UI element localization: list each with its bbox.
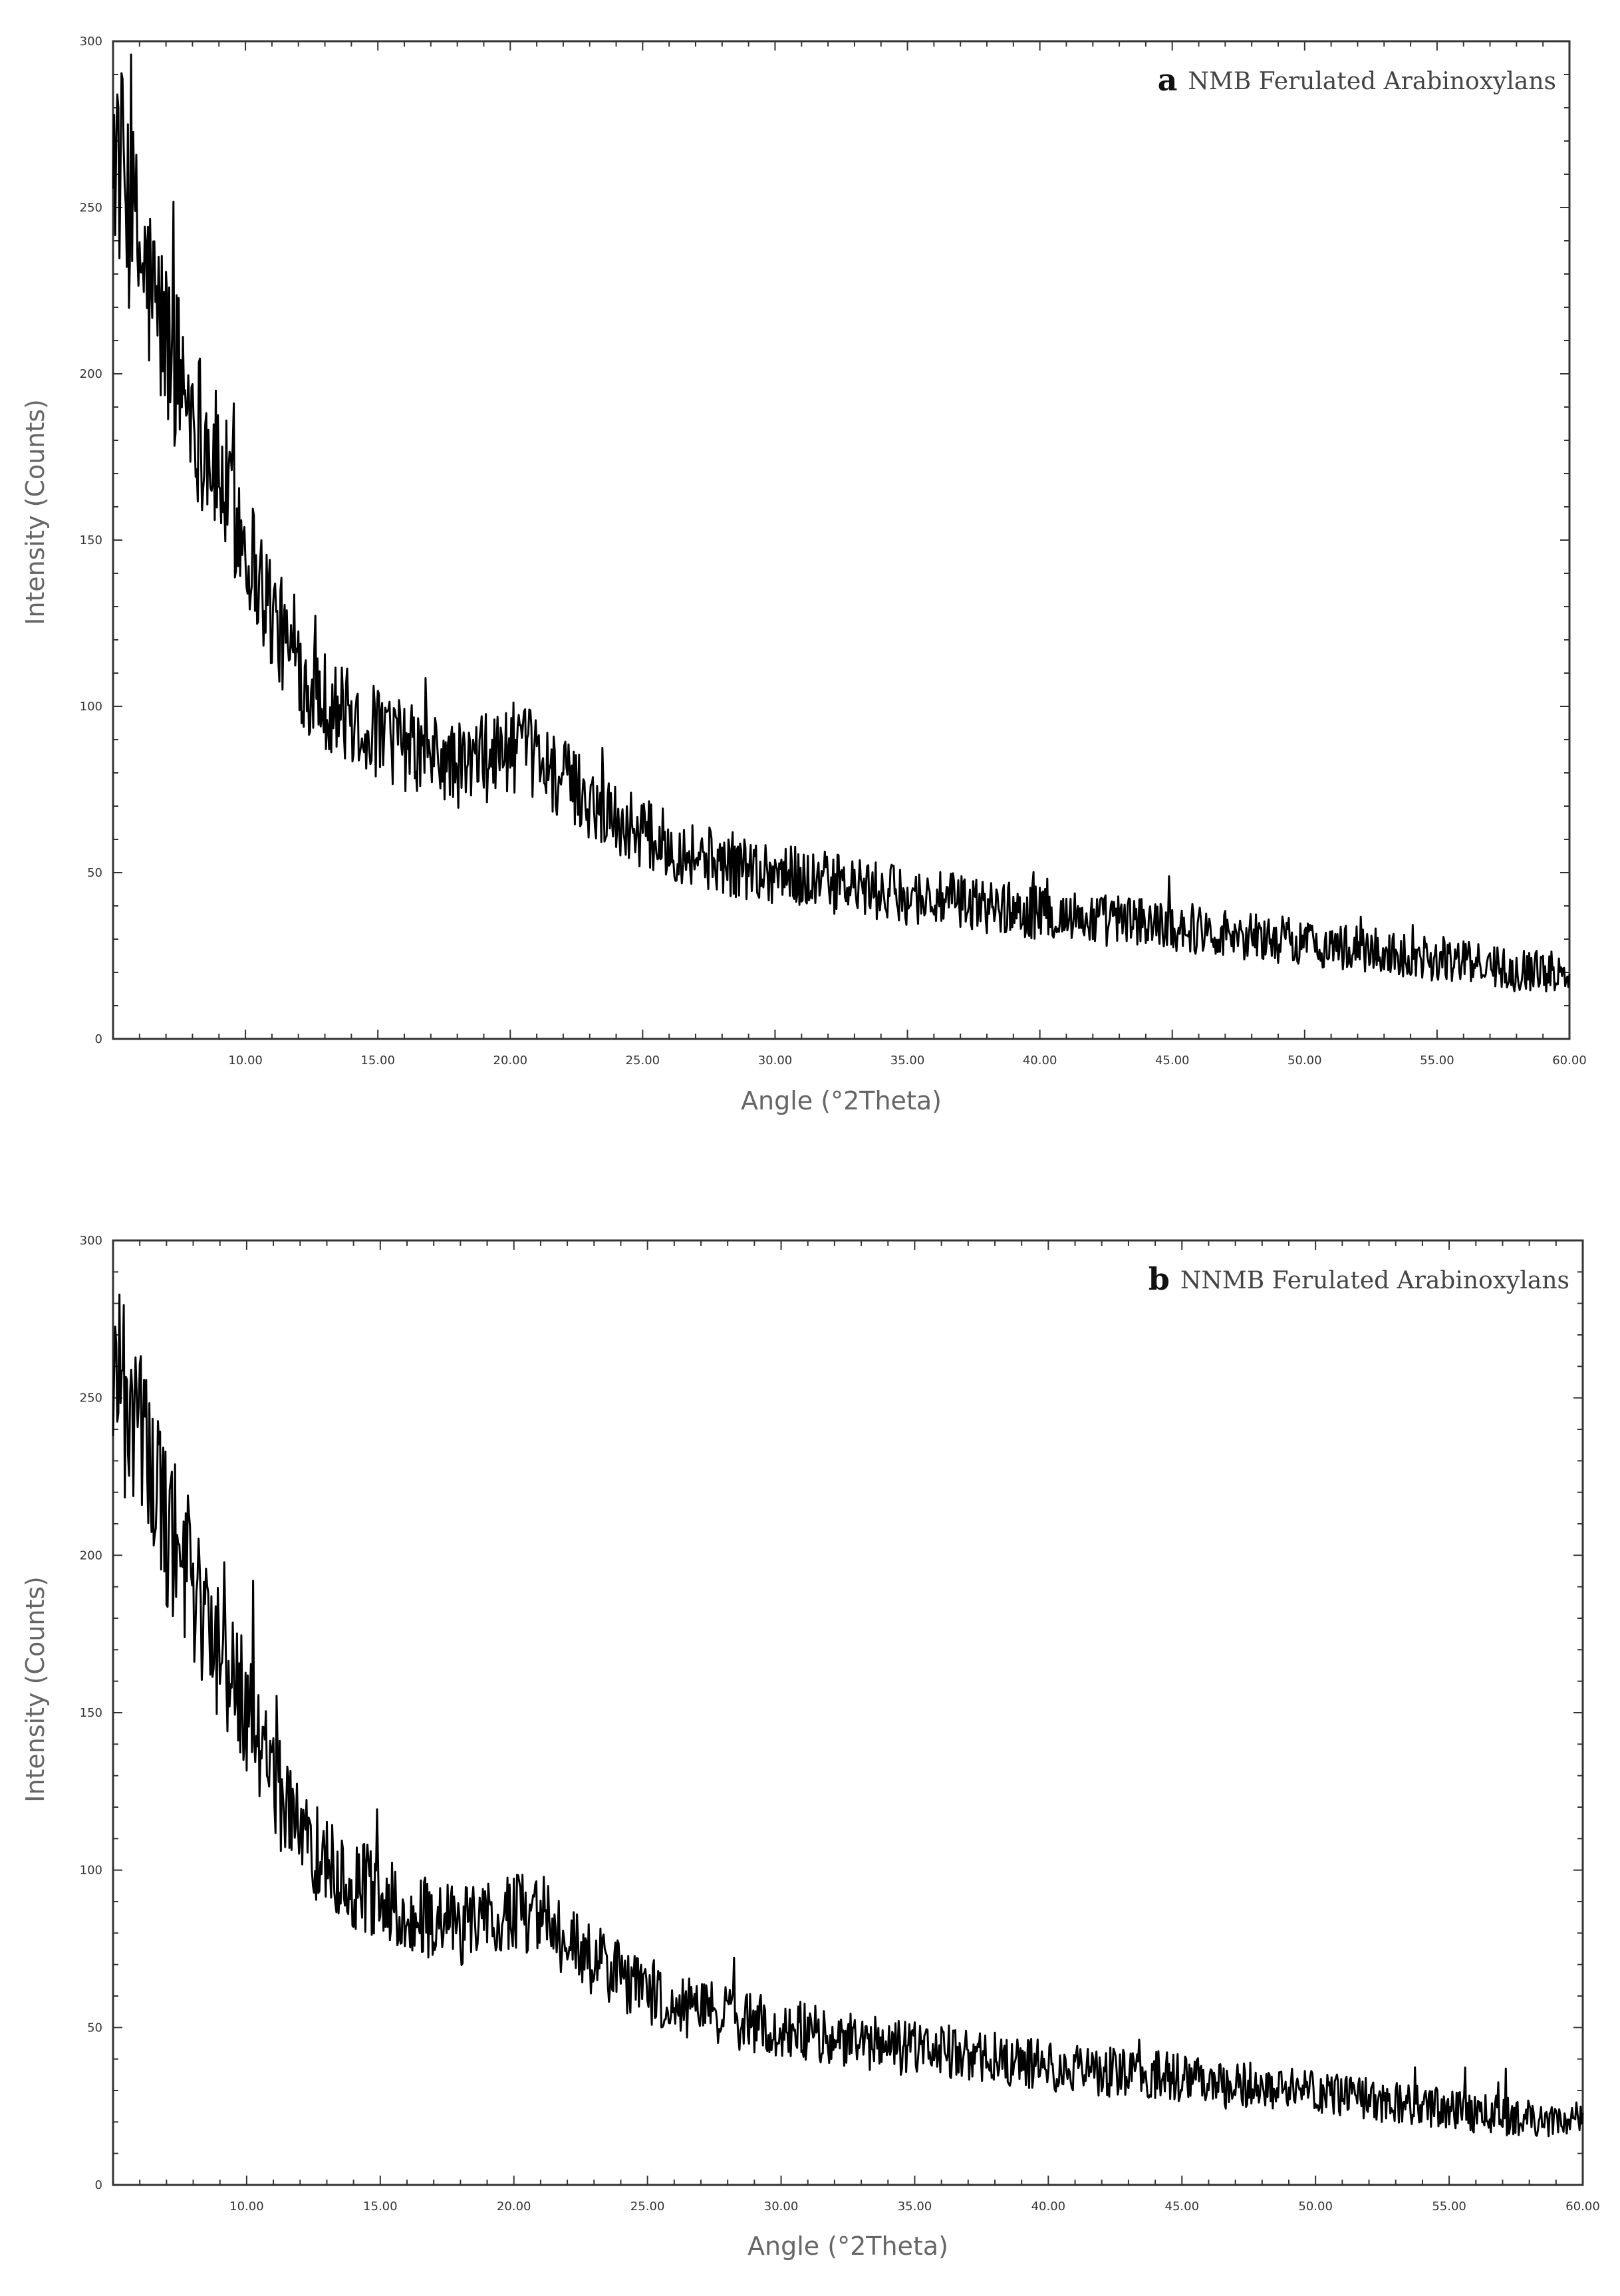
y-tick-label: 250 — [80, 1391, 102, 1405]
panel-title: NMB Ferulated Arabinoxylans — [1188, 68, 1556, 95]
xrd-trace — [112, 53, 1571, 992]
panel-letter: b — [1148, 1261, 1170, 1297]
x-tick-label: 10.00 — [229, 2200, 264, 2214]
y-tick-label: 0 — [95, 2178, 102, 2192]
panel-b: 10.00 15.00 20.00 25.00 30.00 35.00 40.00 45.00… — [21, 1234, 1600, 2261]
x-tick-label: 40.00 — [1031, 2200, 1066, 2214]
y-tick-label: 150 — [80, 533, 102, 547]
plot-frame — [112, 40, 1571, 1040]
x-tick-label: 55.00 — [1420, 1054, 1454, 1068]
x-axis-title: Angle (°2Theta) — [741, 1086, 942, 1115]
y-tick-label: 300 — [80, 1234, 102, 1248]
y-tick-label: 0 — [95, 1032, 102, 1046]
y-axis-title: Intensity (Counts) — [21, 399, 50, 625]
y-tick-label: 200 — [80, 367, 102, 381]
x-tick-label: 25.00 — [626, 1054, 660, 1068]
x-tick-label: 50.00 — [1287, 1054, 1322, 1068]
x-tick-label: 15.00 — [360, 1054, 395, 1068]
x-tick-label: 30.00 — [758, 1054, 793, 1068]
xrd-trace — [112, 1293, 1584, 2138]
x-tick-label: 25.00 — [630, 2200, 665, 2214]
y-tick-label: 250 — [80, 201, 102, 215]
x-tick-label: 40.00 — [1023, 1054, 1057, 1068]
x-tick-label: 45.00 — [1155, 1054, 1190, 1068]
x-tick-label: 35.00 — [898, 2200, 932, 2214]
x-tick-label: 60.00 — [1565, 2200, 1600, 2214]
x-tick-label: 20.00 — [493, 1054, 528, 1068]
panel-a: 10.00 15.00 20.00 25.00 30.00 35.00 40.00 45.00… — [21, 35, 1587, 1115]
y-tick-label: 200 — [80, 1548, 102, 1562]
x-tick-label: 60.00 — [1552, 1054, 1587, 1068]
y-axis-title: Intensity (Counts) — [21, 1576, 50, 1802]
x-tick-label: 15.00 — [363, 2200, 398, 2214]
y-tick-label: 100 — [80, 1864, 102, 1878]
y-tick-label: 50 — [87, 2021, 102, 2035]
x-axis-title: Angle (°2Theta) — [747, 2231, 948, 2261]
y-tick-label: 300 — [80, 35, 102, 49]
panel-title: NNMB Ferulated Arabinoxylans — [1180, 1267, 1569, 1294]
panel-letter: a — [1158, 62, 1178, 98]
x-tick-label: 50.00 — [1298, 2200, 1333, 2214]
y-tick-label: 100 — [80, 700, 102, 714]
x-tick-label: 45.00 — [1165, 2200, 1200, 2214]
y-tick-label: 150 — [80, 1706, 102, 1720]
x-tick-label: 20.00 — [497, 2200, 531, 2214]
x-tick-label: 55.00 — [1432, 2200, 1466, 2214]
x-tick-label: 10.00 — [228, 1054, 263, 1068]
y-tick-label: 50 — [87, 866, 102, 880]
x-tick-label: 30.00 — [764, 2200, 799, 2214]
x-tick-label: 35.00 — [890, 1054, 925, 1068]
